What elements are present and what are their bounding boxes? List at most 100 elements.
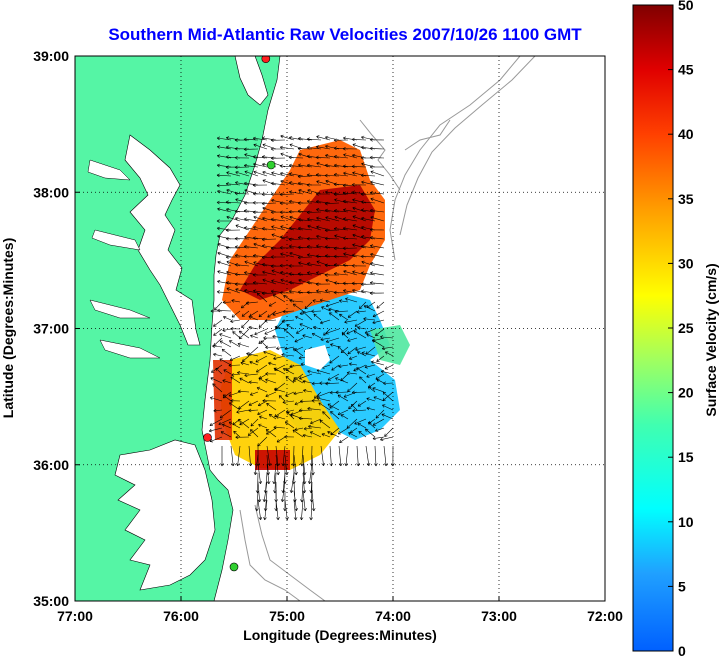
velocity-arrow [364, 364, 376, 369]
velocity-arrow [382, 404, 394, 411]
velocity-arrow [262, 143, 277, 150]
velocity-arrow [352, 143, 367, 150]
velocity-arrow [352, 215, 367, 222]
velocity-arrow [347, 310, 358, 318]
velocity-arrow [333, 209, 349, 213]
velocity-arrow [347, 337, 358, 342]
velocity-arrow [216, 163, 232, 168]
velocity-arrow [302, 433, 313, 438]
velocity-arrow [342, 226, 358, 231]
velocity-arrow [225, 255, 241, 259]
velocity-arrow [330, 343, 340, 348]
velocity-arrow [220, 446, 224, 467]
velocity-arrow [339, 436, 349, 443]
velocity-arrow [280, 215, 295, 222]
velocity-arrow [324, 263, 340, 268]
velocity-arrow [343, 289, 358, 294]
velocity-arrow [256, 292, 268, 303]
station-marker [266, 160, 276, 170]
velocity-field [208, 134, 410, 521]
velocity-arrow [288, 163, 304, 168]
velocity-arrow [325, 135, 340, 141]
colorbar-tick-label: 50 [678, 0, 694, 13]
velocity-arrow [252, 273, 267, 277]
velocity-arrow [223, 316, 232, 321]
velocity-arrow [352, 224, 367, 231]
velocity-arrow [213, 408, 223, 413]
velocity-arrow [237, 371, 250, 375]
velocity-arrow [369, 138, 385, 142]
velocity-arrow [234, 156, 250, 160]
velocity-arrow [288, 264, 304, 268]
velocity-arrow [302, 490, 307, 512]
velocity-arrow [252, 210, 268, 215]
velocity-arrow [271, 198, 286, 204]
velocity-arrow [248, 325, 259, 330]
velocity-arrow [306, 173, 322, 177]
velocity-arrow [357, 400, 367, 407]
velocity-arrow [333, 138, 349, 143]
velocity-arrow [298, 152, 313, 159]
velocity-arrow [337, 409, 349, 416]
velocity-arrow [333, 192, 349, 197]
velocity-arrow [276, 436, 286, 443]
velocity-arrow [253, 225, 268, 231]
velocity-arrow [357, 351, 367, 357]
velocity-arrow [369, 165, 384, 169]
velocity-arrow [324, 245, 340, 249]
velocity-arrow [300, 445, 304, 467]
velocity-arrow [333, 254, 349, 259]
velocity-arrow [270, 264, 286, 268]
velocity-arrow [273, 387, 286, 393]
velocity-arrow [343, 153, 358, 159]
velocity-arrow [275, 454, 280, 476]
station-marker [229, 562, 239, 572]
velocity-arrow [261, 237, 277, 242]
velocity-arrow [294, 337, 304, 343]
velocity-arrow [209, 418, 223, 426]
velocity-arrow [280, 481, 286, 502]
velocity-arrow [215, 367, 223, 375]
velocity-arrow [366, 373, 376, 378]
velocity-arrow [340, 414, 349, 420]
velocity-arrow [288, 280, 304, 285]
velocity-arrow [216, 219, 231, 223]
velocity-arrow [307, 271, 322, 276]
station-marker [203, 433, 212, 442]
velocity-arrow [298, 189, 313, 195]
station-marker [261, 56, 271, 64]
velocity-arrow [230, 319, 241, 323]
velocity-arrow [307, 262, 322, 267]
velocity-arrow [352, 233, 367, 240]
velocity-arrow [236, 445, 241, 467]
velocity-arrow [382, 391, 394, 402]
velocity-arrow [367, 386, 376, 393]
velocity-arrow [297, 245, 313, 250]
x-tick-label: 75:00 [269, 608, 305, 624]
colorbar-label: Surface Velocity (cm/s) [703, 263, 719, 416]
velocity-arrow [237, 419, 250, 429]
velocity-arrow [213, 328, 223, 336]
velocity-arrow [324, 163, 340, 168]
velocity-arrow [315, 282, 331, 286]
x-tick-label: 76:00 [163, 608, 199, 624]
velocity-arrow [289, 364, 304, 368]
velocity-arrow [372, 319, 385, 325]
velocity-arrow [315, 155, 331, 160]
velocity-arrow [216, 226, 232, 231]
velocity-arrow [375, 427, 385, 432]
velocity-arrow [316, 225, 331, 231]
velocity-arrow [321, 433, 331, 438]
velocity-arrow [342, 199, 358, 204]
colorbar-tick-label: 30 [678, 255, 694, 271]
velocity-arrow [306, 290, 322, 295]
velocity-arrow [216, 173, 232, 178]
velocity-arrow [361, 260, 376, 267]
velocity-arrow [216, 136, 232, 141]
velocity-arrow [273, 367, 286, 375]
velocity-arrow [316, 216, 331, 222]
velocity-arrow [318, 402, 331, 411]
velocity-arrow [359, 301, 367, 309]
velocity-arrow [324, 273, 339, 277]
y-tick-label: 36:00 [33, 457, 69, 473]
